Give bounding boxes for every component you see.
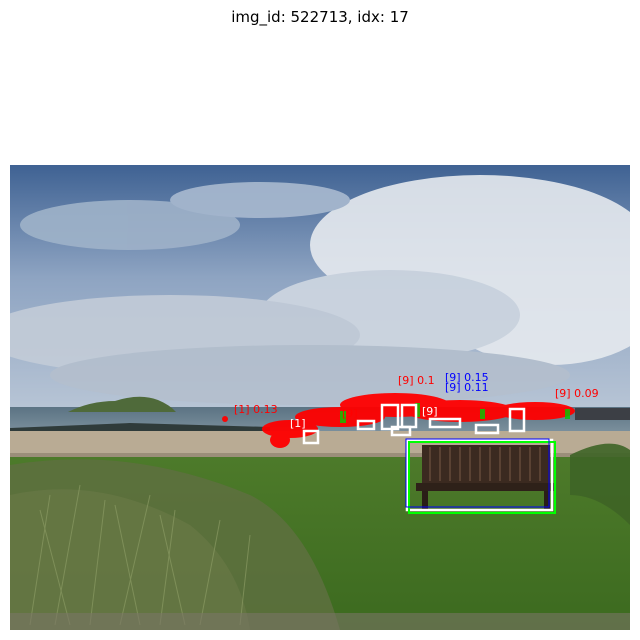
- label-9-01: [9] 0.1: [398, 374, 435, 387]
- island: [68, 396, 176, 412]
- bench: [416, 445, 556, 509]
- photo: [9] 0.15 [9] 0.11 [9] 0.1 [1] 0.13 [9] 0…: [10, 165, 630, 630]
- label-9-b: [9]: [422, 405, 438, 418]
- grass-strands: [29, 484, 251, 626]
- rocks: [10, 423, 270, 433]
- match-box-bench: [408, 441, 556, 514]
- label-9-a: [9]: [342, 407, 358, 420]
- label-1-013: [1] 0.13: [234, 403, 278, 416]
- photo-canvas: [9] 0.15 [9] 0.11 [9] 0.1 [1] 0.13 [9] 0…: [10, 165, 630, 630]
- pred-box-bench: [405, 438, 550, 508]
- label-9-009: [9] 0.09: [555, 387, 599, 400]
- clouds: [10, 175, 630, 405]
- annotation-layer: [9] 0.15 [9] 0.11 [9] 0.1 [1] 0.13 [9] 0…: [222, 371, 599, 514]
- gt-box-bench: [405, 438, 554, 512]
- label-9-011: [9] 0.11: [445, 381, 489, 394]
- label-1-b: [1]: [290, 417, 306, 430]
- figure-title: img_id: 522713, idx: 17: [231, 8, 409, 26]
- pier: [575, 408, 630, 420]
- label-9-015: [9] 0.15: [445, 371, 489, 384]
